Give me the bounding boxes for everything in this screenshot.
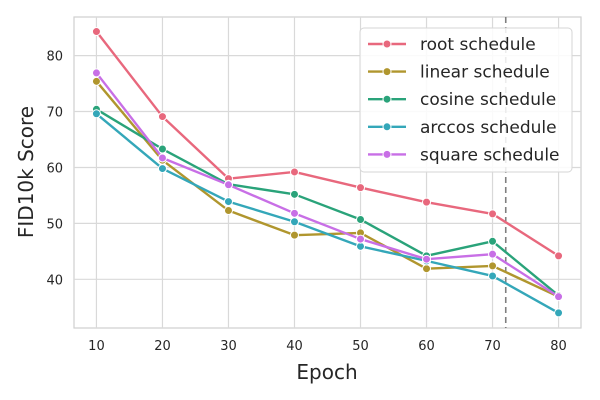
legend-swatch-marker [382,122,392,132]
data-point [488,249,498,259]
x-tick-label: 40 [286,339,303,354]
x-tick-label: 50 [352,339,369,354]
data-point [422,264,432,274]
data-point [157,164,167,174]
data-point [356,183,366,193]
data-point [356,214,366,224]
data-point [554,292,564,302]
series-square-schedule [91,68,564,302]
data-point [91,68,101,78]
series-line [95,108,560,297]
data-point [91,76,101,86]
data-point [223,197,233,207]
series-layer [91,27,564,318]
data-point [91,27,101,37]
data-point [289,217,299,227]
legend-swatch-marker [382,94,392,104]
series-line [95,30,560,257]
legend-box [359,27,573,173]
legend-swatch-marker [382,67,392,77]
data-point [157,112,167,122]
data-point [289,230,299,240]
series-line [95,72,560,298]
series-line [95,112,560,314]
data-point [157,153,167,163]
x-tick-label: 80 [550,339,567,354]
data-point [223,180,233,190]
x-tick-label: 10 [88,339,105,354]
data-point [488,271,498,281]
y-tick-label: 60 [46,161,63,176]
legend-label: square schedule [420,145,560,165]
y-tick-label: 80 [46,50,63,65]
data-point [554,308,564,318]
y-axis-label: FID10k Score [14,106,38,238]
y-tick-label: 50 [46,217,63,232]
data-point [554,251,564,261]
series-root-schedule [91,27,564,261]
data-point [289,167,299,177]
x-axis-label: Epoch [296,360,357,384]
data-point [488,261,498,271]
y-tick-label: 70 [46,106,63,121]
data-point [422,197,432,207]
data-point [157,144,167,154]
x-tick-label: 70 [484,339,501,354]
data-point [289,208,299,218]
y-tick-labels: 40 50 60 70 80 [46,50,63,289]
legend-label: arccos schedule [420,118,557,138]
x-tick-labels: 10 20 30 40 50 60 70 80 [88,339,567,354]
x-tick-label: 20 [154,339,171,354]
data-point [488,209,498,219]
legend: root schedule linear schedule cosine sched… [359,27,573,173]
data-point [488,236,498,246]
data-point [422,254,432,264]
legend-swatch-marker [382,39,392,49]
data-point [223,206,233,216]
legend-label: cosine schedule [420,90,556,110]
data-point [91,109,101,119]
legend-label: linear schedule [420,63,550,83]
x-tick-label: 30 [220,339,237,354]
legend-label: root schedule [420,35,536,55]
data-point [356,234,366,244]
legend-swatch-marker [382,149,392,159]
y-tick-label: 40 [46,273,63,288]
x-tick-label: 60 [418,339,435,354]
data-point [289,189,299,199]
